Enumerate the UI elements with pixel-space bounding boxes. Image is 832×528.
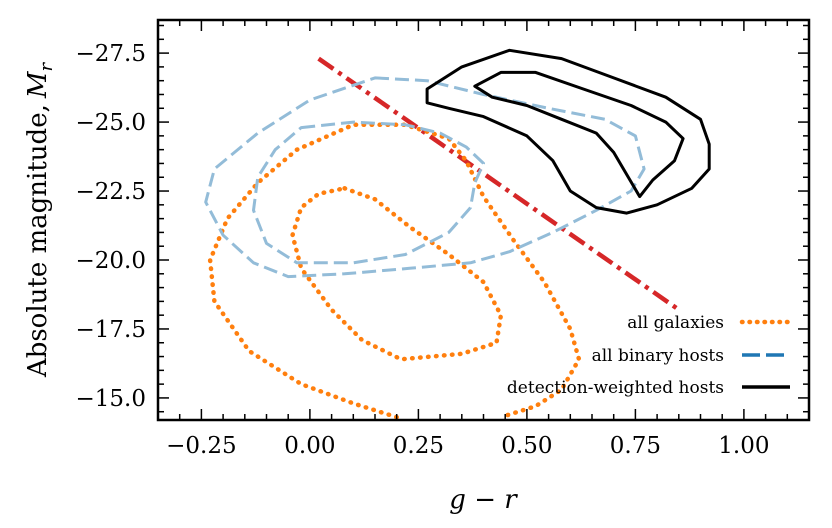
y-tick-label: −20.0 (76, 248, 146, 274)
series-layer (204, 48, 711, 420)
series-all-binary-hosts-inner-contour (252, 120, 485, 265)
legend: all galaxies all binary hosts detection-… (507, 313, 793, 398)
x-tick-label: −0.25 (166, 433, 236, 459)
y-axis-title-symbol: M (23, 70, 53, 99)
legend-label-all-galaxies: all galaxies (627, 313, 724, 333)
x-tick-label: 0.75 (610, 433, 661, 459)
series-selection-cut (317, 56, 681, 312)
x-tick-label: 0.25 (393, 433, 444, 459)
y-tick-label: −15.0 (76, 386, 146, 412)
y-tick-label: −17.5 (76, 317, 146, 343)
y-axis-title: Absolute magnitude, Mr (23, 62, 57, 379)
x-tick-label: 1.00 (718, 433, 769, 459)
series-detection-weighted-hosts-outer-contour (425, 48, 711, 215)
ticks-layer: −0.25 0.00 0.25 0.50 0.75 1.00 −27.5 −25.0 −22.5… (76, 20, 809, 459)
series-detection-weighted-hosts-inner-contour (473, 70, 685, 199)
x-tick-label: 0.00 (284, 433, 335, 459)
y-tick-label: −25.0 (76, 110, 146, 136)
legend-label-all-binary-hosts: all binary hosts (592, 346, 724, 366)
y-axis-title-text: Absolute magnitude, (23, 104, 53, 378)
series-all-galaxies-inner-contour (290, 186, 504, 362)
legend-label-detection-weighted-hosts: detection-weighted hosts (507, 378, 724, 398)
x-tick-label: 0.50 (501, 433, 552, 459)
y-axis-title-subscript: r (36, 62, 57, 72)
series-all-binary-hosts-outer-contour (204, 76, 646, 279)
y-tick-label: −22.5 (76, 179, 146, 205)
x-axis-title: g − r (449, 485, 518, 515)
y-tick-label: −27.5 (76, 41, 146, 67)
